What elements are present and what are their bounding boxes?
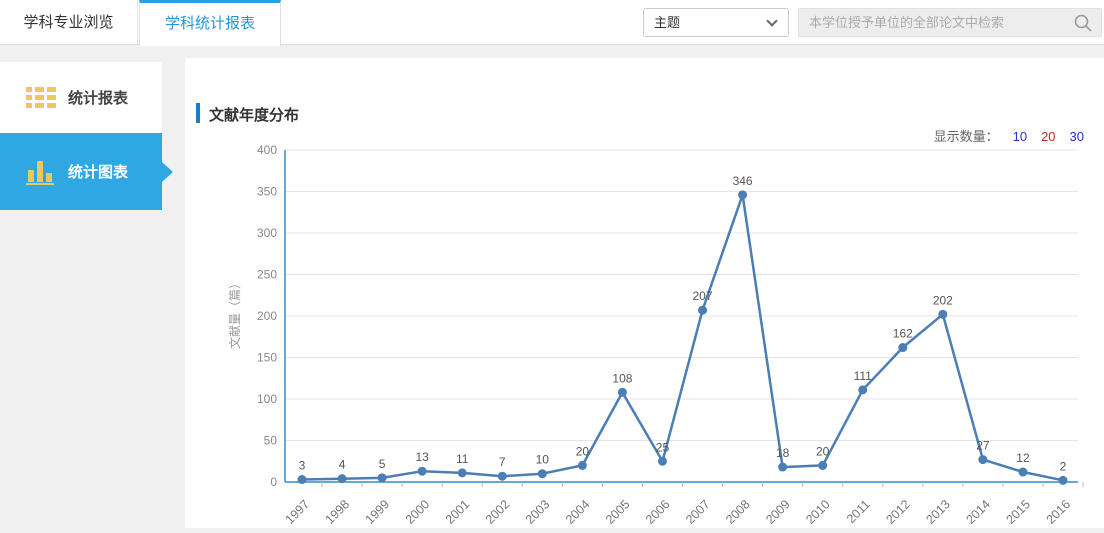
svg-text:1997: 1997: [283, 497, 313, 527]
table-grid-icon: [26, 86, 56, 108]
svg-text:文献量（篇）: 文献量（篇）: [227, 277, 242, 349]
svg-text:10: 10: [536, 453, 550, 467]
svg-text:13: 13: [415, 450, 429, 464]
tab-subject-browse[interactable]: 学科专业浏览: [0, 0, 138, 45]
svg-text:350: 350: [257, 185, 277, 199]
svg-text:2012: 2012: [883, 497, 913, 527]
svg-text:2009: 2009: [763, 497, 793, 527]
svg-text:0: 0: [270, 475, 277, 489]
svg-text:2008: 2008: [723, 497, 753, 527]
page-title: 文献年度分布: [209, 107, 300, 124]
svg-text:3: 3: [299, 459, 306, 473]
svg-text:5: 5: [379, 457, 386, 471]
svg-text:2015: 2015: [1004, 497, 1034, 527]
svg-text:11: 11: [456, 452, 469, 466]
top-tab-bar: 学科专业浏览 学科统计报表 主题: [0, 0, 1104, 46]
svg-text:2007: 2007: [683, 497, 713, 527]
svg-text:27: 27: [976, 439, 990, 453]
sidebar-item-label: 统计图表: [68, 164, 129, 181]
svg-text:346: 346: [733, 174, 753, 188]
svg-text:250: 250: [257, 268, 277, 282]
svg-text:108: 108: [612, 371, 632, 385]
search-type-value: 主题: [654, 15, 681, 30]
svg-text:20: 20: [576, 444, 590, 458]
search-type-select[interactable]: 主题: [643, 8, 789, 37]
svg-text:25: 25: [656, 440, 670, 454]
sidebar-item-statistics-chart[interactable]: 统计图表: [0, 133, 173, 210]
svg-text:2002: 2002: [483, 497, 513, 527]
search-input[interactable]: [799, 9, 1069, 36]
svg-text:300: 300: [257, 226, 277, 240]
bar-chart-icon: [26, 160, 54, 185]
svg-text:150: 150: [257, 351, 277, 365]
svg-text:111: 111: [854, 369, 873, 383]
chart-canvas: 0 50 100 150 200 250 300 350 400 3 4 5 13 11 7 10 20 108 2…: [227, 143, 1084, 527]
display-count-label: 显示数量：: [933, 129, 999, 144]
display-count-option-10[interactable]: 10: [1012, 129, 1028, 144]
display-count-control: 显示数量： 10 20 30: [934, 126, 1084, 145]
svg-text:2003: 2003: [523, 497, 553, 527]
content-panel: 文献年度分布 显示数量： 10 20 30 0 50 100 150 200 250 300 350…: [185, 58, 1104, 528]
svg-text:18: 18: [776, 446, 790, 460]
svg-text:207: 207: [693, 289, 713, 303]
svg-text:2014: 2014: [963, 497, 993, 527]
svg-text:400: 400: [257, 143, 277, 157]
sidebar-item-label: 统计报表: [68, 90, 129, 107]
svg-text:2013: 2013: [923, 497, 953, 527]
svg-text:2004: 2004: [563, 497, 593, 527]
svg-text:1998: 1998: [323, 497, 353, 527]
display-count-option-30[interactable]: 30: [1069, 129, 1084, 144]
search-box: [798, 8, 1102, 37]
svg-text:2: 2: [1060, 459, 1067, 473]
svg-text:2006: 2006: [643, 497, 673, 527]
svg-text:20: 20: [816, 444, 830, 458]
svg-text:100: 100: [257, 392, 277, 406]
svg-text:7: 7: [499, 455, 506, 469]
tab-subject-statistics-report[interactable]: 学科统计报表: [139, 0, 281, 46]
svg-text:2010: 2010: [803, 497, 833, 527]
svg-text:2016: 2016: [1044, 497, 1074, 527]
svg-text:2005: 2005: [603, 497, 633, 527]
svg-text:2001: 2001: [443, 497, 473, 527]
svg-text:202: 202: [933, 293, 953, 307]
line-chart: 0 50 100 150 200 250 300 350 400 3 4 5 13 11 7 10 20 108 2…: [185, 143, 1104, 528]
svg-text:2011: 2011: [844, 497, 873, 526]
svg-text:162: 162: [893, 327, 913, 341]
title-accent-bar: [196, 103, 200, 123]
svg-text:1999: 1999: [363, 497, 393, 527]
svg-text:200: 200: [257, 309, 277, 323]
display-count-option-20[interactable]: 20: [1041, 129, 1056, 144]
svg-text:50: 50: [264, 434, 278, 448]
search-icon[interactable]: [1073, 13, 1093, 38]
svg-text:2000: 2000: [403, 497, 433, 527]
sidebar-item-statistics-report[interactable]: 统计报表: [0, 62, 162, 133]
svg-text:4: 4: [339, 458, 346, 472]
svg-text:12: 12: [1016, 451, 1030, 465]
chevron-down-icon: [766, 15, 778, 27]
